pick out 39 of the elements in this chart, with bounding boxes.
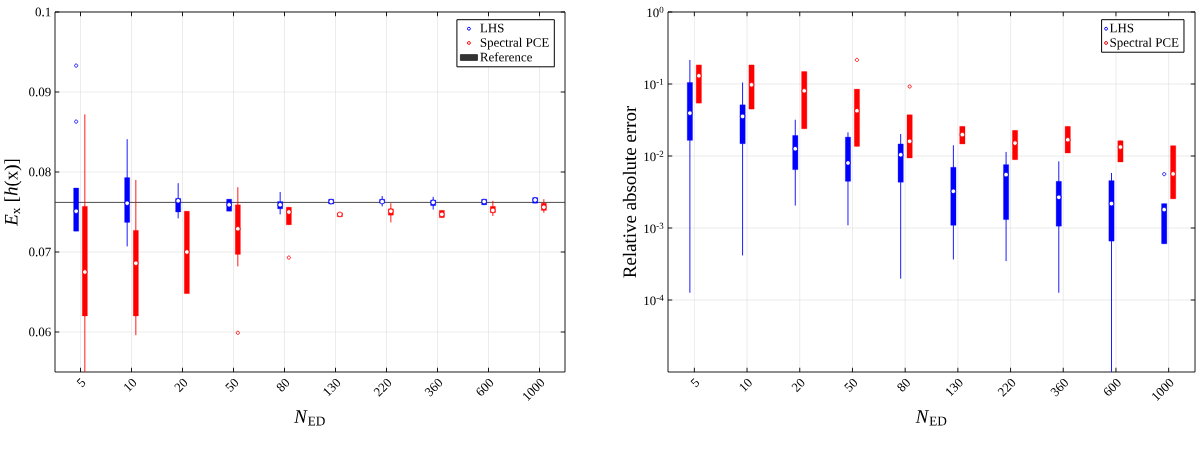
y-tick-label: 10$^{-2}$ xyxy=(644,150,664,162)
x-tick-label: 1000 xyxy=(523,378,545,401)
x-tick-label: 5 xyxy=(690,378,700,388)
y-tick-label: 0.09 xyxy=(29,87,51,97)
x-tick-label: 360 xyxy=(1050,378,1068,397)
x-tick-label: 20 xyxy=(791,378,805,393)
x-tick-label: 80 xyxy=(897,378,910,392)
x-tick-label: 360 xyxy=(424,378,443,397)
y-tick-label: 0.07 xyxy=(29,247,51,257)
x-tick-label: 10 xyxy=(124,378,137,392)
x-tick-label: 1000 xyxy=(1152,378,1174,401)
x-tick-label: 600 xyxy=(1104,378,1121,396)
legend-label: Spectral PCE xyxy=(1110,37,1179,50)
x-tick-label: 130 xyxy=(323,378,341,397)
x-tick-label: 130 xyxy=(945,378,963,397)
x-tick-label: 10 xyxy=(739,378,752,392)
x-tick-label: 220 xyxy=(373,378,392,397)
x-tick-label: 220 xyxy=(997,378,1016,397)
y-axis-title: E$_{x}$ [h(x)] xyxy=(4,159,22,226)
y-tick-label: 10$^{-4}$ xyxy=(644,294,664,306)
y-tick-label: 0.08 xyxy=(29,167,51,177)
x-tick-label: 5 xyxy=(76,378,86,388)
legend-label: LHS xyxy=(480,23,504,33)
legend-label: Spectral PCE xyxy=(480,37,549,50)
y-axis-title: Relative absolute error xyxy=(622,105,637,278)
legend-label: LHS xyxy=(1109,23,1134,33)
legend-label: Reference xyxy=(480,52,532,62)
x-tick-label: 80 xyxy=(276,378,290,392)
y-tick-label: 10$^{-1}$ xyxy=(644,78,664,90)
y-tick-label: 0.1 xyxy=(35,7,51,17)
x-tick-label: 20 xyxy=(174,378,188,393)
y-tick-label: 10$^{-3}$ xyxy=(644,222,664,234)
x-axis-title: N$_{ED}$ xyxy=(294,410,325,426)
x-tick-label: 600 xyxy=(476,378,494,396)
y-tick-label: 0.06 xyxy=(29,327,51,337)
x-tick-label: 50 xyxy=(844,378,858,392)
x-axis-title: N$_{ED}$ xyxy=(915,410,947,426)
x-tick-label: 50 xyxy=(225,378,239,392)
y-tick-label: 10$^{0}$ xyxy=(647,6,664,18)
